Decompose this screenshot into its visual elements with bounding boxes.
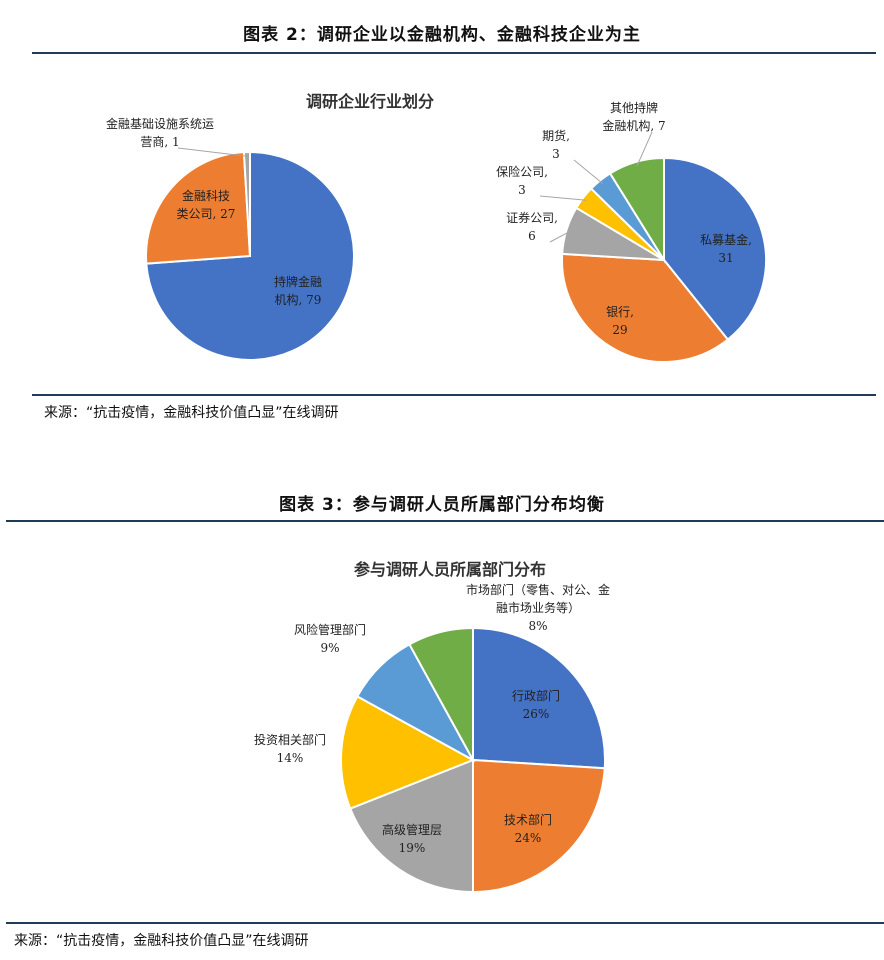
pie3-slice-1 [472,626,606,770]
pie3-data-label-3: 高级管理层 19% [382,822,442,855]
pie2-data-label-6: 其他持牌金融机构, 7 [602,100,665,133]
pie2-data-label-1: 私募基金, 31 [700,232,752,265]
pie2-slice-2 [561,252,730,363]
pie2-data-label-2: 银行, 29 [606,305,634,337]
pie3-data-label-4: 投资相关部门 14% [254,732,326,765]
pie2-leader-6 [636,131,653,167]
pie2-slice-1 [663,156,767,341]
pie2-data-label-5: 期货, 3 [542,128,570,161]
pie1-slice-2 [145,151,252,265]
pie2-leader-3 [549,230,571,243]
pie2-slice-6 [608,156,665,264]
pie3-data-label-1: 行政部门 26% [512,688,560,721]
figure3-bottom-rule [6,922,884,924]
pie3-slice-4 [340,695,476,810]
figure2-caption: 图表 2：调研企业以金融机构、金融科技企业为主 [243,25,641,45]
pie1-slice-3 [242,150,251,257]
chart1-title: 调研企业行业划分 [305,92,434,111]
pie2-data-label-4: 保险公司, 3 [496,164,548,197]
pie-chart-2: 私募基金, 31 银行, 29 证券公司, 6 保险公司, 3 期货, 3 其他持牌金融机构, 7 [496,100,767,363]
figure2-bottom-rule [32,394,876,396]
pie3-slice-3 [348,758,474,894]
pie1-data-label-1: 持牌金融机构, 79 [274,274,322,307]
pie2-leader-5 [573,159,604,185]
pie-chart-1: 持牌金融机构, 79 金融科技类公司, 27 金融基础设施系统运营商, 1 [106,116,355,361]
pie1-data-label-3: 金融基础设施系统运营商, 1 [106,116,214,149]
figure2-source: 来源：“抗击疫情，金融科技价值凸显”在线调研 [44,405,339,421]
pie3-slice-6 [408,626,474,761]
pie-chart-3: 行政部门 26% 技术部门 24% 高级管理层 19% 投资相关部门 14% 风险管理部门 9% 市… [254,582,610,894]
pie3-data-label-6: 市场部门（零售、对公、金融市场业务等） 8% [466,582,610,633]
figure3-source: 来源：“抗击疫情，金融科技价值凸显”在线调研 [14,933,309,949]
figure2-top-rule [32,52,876,54]
pie1-data-label-2: 金融科技类公司, 27 [177,188,236,221]
figure3-caption: 图表 3：参与调研人员所属部门分布均衡 [279,495,605,515]
pie2-data-label-3: 证券公司, 6 [506,210,558,243]
pie3-data-label-2: 技术部门 24% [504,812,552,845]
pie2-leader-4 [539,195,587,201]
figure3-top-rule [6,520,884,522]
pie3-data-label-5: 风险管理部门 9% [294,622,366,655]
pie1-leader-3 [177,147,248,157]
chart3-title: 参与调研人员所属部门分布 [353,560,546,579]
pie3-slice-2 [472,758,606,894]
